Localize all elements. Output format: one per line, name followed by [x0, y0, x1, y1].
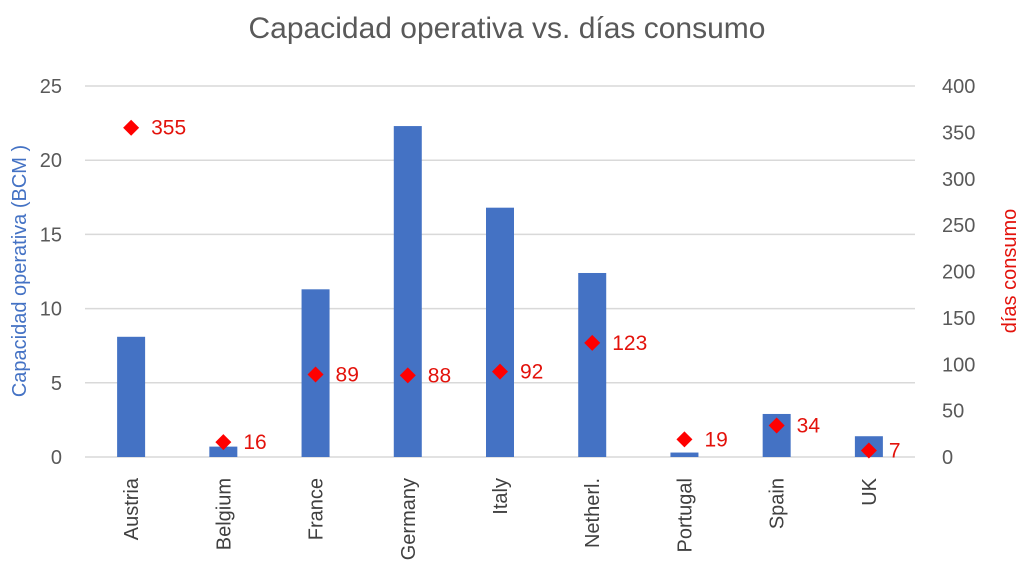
right-tick-label: 300 — [942, 169, 975, 191]
right-tick-label: 150 — [942, 308, 975, 330]
diamond-series — [123, 119, 877, 459]
left-tick-label: 10 — [40, 299, 62, 321]
data-label: 89 — [336, 363, 359, 386]
diamond-point — [492, 363, 508, 380]
left-tick-label: 25 — [40, 76, 62, 98]
category-label: Italy — [490, 478, 512, 515]
category-label: Austria — [121, 477, 143, 540]
data-label: 16 — [243, 431, 266, 454]
right-tick-label: 400 — [942, 76, 975, 98]
bar — [209, 446, 238, 457]
right-tick-label: 100 — [942, 354, 975, 376]
left-tick-label: 15 — [40, 224, 62, 246]
diamond-point — [399, 367, 416, 384]
diamond-point — [215, 434, 232, 451]
data-label: 88 — [428, 364, 451, 387]
left-tick-label: 5 — [51, 373, 62, 395]
category-labels: Austria Belgium France Germany Italy Netherl.… — [121, 477, 881, 560]
category-label: Netherl. — [582, 478, 604, 548]
diamond-point — [584, 334, 601, 351]
category-label: Spain — [767, 478, 789, 529]
diamond-point — [676, 431, 693, 448]
right-tick-label: 200 — [942, 262, 975, 284]
category-label: France — [306, 478, 328, 540]
right-tick-label: 50 — [942, 401, 964, 423]
bar — [117, 336, 146, 457]
diamond-point — [860, 442, 877, 459]
chart-title: Capacidad operativa vs. días consumo — [249, 12, 766, 45]
right-axis-label: días consumo — [999, 209, 1021, 334]
bar — [486, 207, 514, 457]
category-label: UK — [859, 477, 881, 505]
data-label: 123 — [612, 332, 647, 355]
data-label: 19 — [704, 428, 727, 451]
data-label: 355 — [151, 117, 186, 140]
right-tick-label: 0 — [942, 447, 953, 469]
diamond-point — [123, 119, 140, 136]
left-axis-ticks: 0 5 10 15 20 25 — [40, 76, 62, 469]
left-tick-label: 20 — [40, 150, 62, 172]
bar — [393, 126, 422, 458]
data-label: 34 — [797, 414, 821, 437]
bar — [578, 272, 607, 457]
category-label: Germany — [398, 478, 420, 560]
bar — [670, 452, 699, 457]
right-tick-label: 250 — [942, 215, 975, 237]
diamond-point — [768, 417, 785, 434]
data-labels: 355 16 89 88 92 123 19 34 7 — [151, 117, 900, 463]
right-tick-label: 350 — [942, 122, 975, 144]
data-label: 7 — [889, 440, 901, 463]
bar-series — [117, 126, 883, 458]
category-label: Belgium — [213, 478, 235, 550]
data-label: 92 — [520, 361, 543, 384]
category-label: Portugal — [674, 478, 696, 553]
right-axis-ticks: 0 50 100 150 200 250 300 350 400 — [942, 76, 975, 469]
left-tick-label: 0 — [51, 447, 62, 469]
diamond-point — [307, 366, 324, 383]
left-axis-label: Capacidad operativa (BCM ) — [9, 145, 31, 397]
